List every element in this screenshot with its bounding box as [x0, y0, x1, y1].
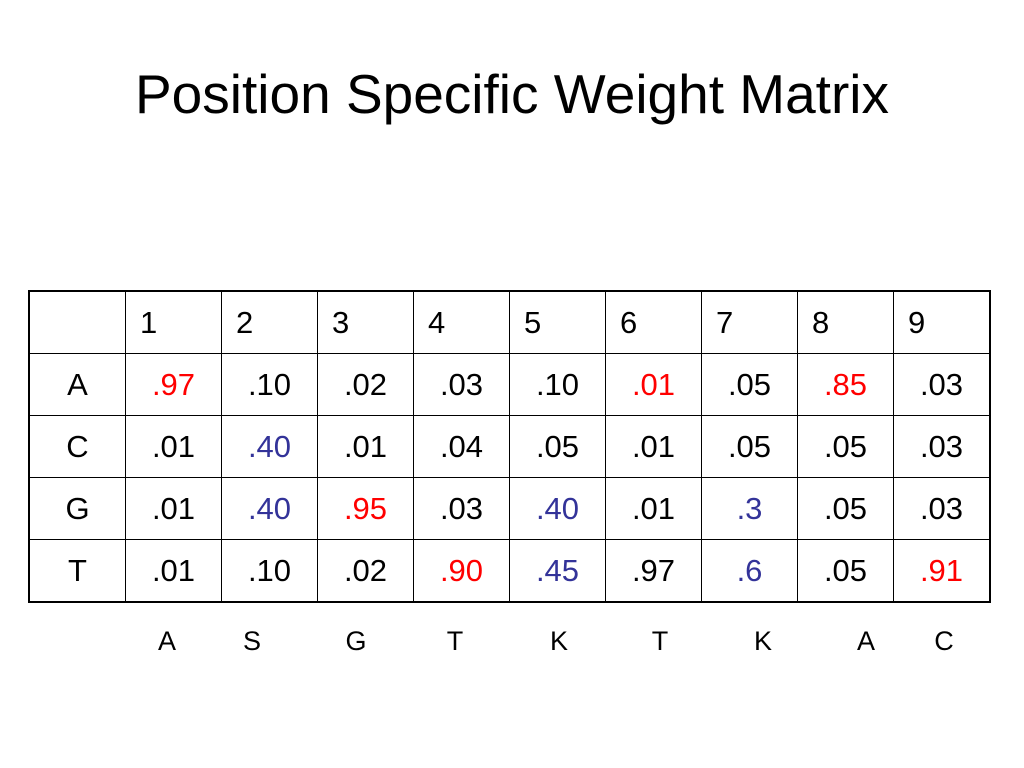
column-header: 5	[509, 290, 606, 354]
weight-cell: .01	[125, 539, 222, 603]
consensus-letter: K	[549, 626, 569, 656]
weight-cell: .01	[605, 477, 702, 540]
weight-cell: .03	[893, 353, 991, 416]
consensus-letter: A	[856, 626, 876, 656]
slide-title: Position Specific Weight Matrix	[135, 63, 889, 125]
weight-cell: .05	[701, 415, 798, 478]
row-label: G	[28, 477, 126, 540]
column-header: 3	[317, 290, 414, 354]
weight-cell: .45	[509, 539, 606, 603]
weight-cell: .40	[221, 415, 318, 478]
weight-cell: .03	[413, 477, 510, 540]
consensus-letter: A	[157, 626, 177, 656]
weight-cell: .3	[701, 477, 798, 540]
weight-cell: .03	[893, 477, 991, 540]
weight-cell: .90	[413, 539, 510, 603]
weight-cell: .05	[701, 353, 798, 416]
weight-cell: .03	[893, 415, 991, 478]
weight-cell: .91	[893, 539, 991, 603]
corner-cell	[28, 290, 126, 354]
weight-cell: .03	[413, 353, 510, 416]
weight-cell: .04	[413, 415, 510, 478]
consensus-letter: C	[934, 626, 954, 656]
column-header: 2	[221, 290, 318, 354]
weight-cell: .02	[317, 353, 414, 416]
weight-cell: .05	[797, 539, 894, 603]
weight-cell: .01	[605, 415, 702, 478]
matrix-row: C .01.40.01.04.05.01.05.05.03	[28, 415, 991, 478]
weight-cell: .01	[317, 415, 414, 478]
consensus-letter: T	[651, 626, 669, 656]
weight-cell: .01	[125, 477, 222, 540]
weight-cell: .10	[509, 353, 606, 416]
weight-cell: .05	[509, 415, 606, 478]
matrix-row: G .01.40.95.03.40.01.3.05.03	[28, 477, 991, 540]
matrix-row: T .01.10.02.90.45.97.6.05.91	[28, 539, 991, 603]
row-label: A	[28, 353, 126, 416]
weight-cell: .40	[509, 477, 606, 540]
weight-cell: .05	[797, 477, 894, 540]
weight-matrix: 1 2 3 4 5 6 7 8 9 A .97.10.02.03.10.01.05.85.03 C .0…	[28, 290, 991, 603]
consensus-letter: T	[446, 626, 464, 656]
weight-cell: .97	[605, 539, 702, 603]
matrix-row: A .97.10.02.03.10.01.05.85.03	[28, 353, 991, 416]
consensus-letter: G	[345, 626, 367, 656]
weight-cell: .10	[221, 353, 318, 416]
consensus-letter: K	[753, 626, 773, 656]
row-label: T	[28, 539, 126, 603]
column-header: 6	[605, 290, 702, 354]
weight-cell: .01	[125, 415, 222, 478]
weight-cell: .95	[317, 477, 414, 540]
weight-cell: .97	[125, 353, 222, 416]
column-header: 8	[797, 290, 894, 354]
column-header: 4	[413, 290, 510, 354]
weight-cell: .02	[317, 539, 414, 603]
column-header: 7	[701, 290, 798, 354]
consensus-letter: S	[242, 626, 262, 656]
weight-cell: .40	[221, 477, 318, 540]
weight-cell: .6	[701, 539, 798, 603]
weight-cell: .85	[797, 353, 894, 416]
weight-cell: .05	[797, 415, 894, 478]
column-header: 9	[893, 290, 991, 354]
column-header: 1	[125, 290, 222, 354]
row-label: C	[28, 415, 126, 478]
weight-cell: .01	[605, 353, 702, 416]
weight-cell: .10	[221, 539, 318, 603]
